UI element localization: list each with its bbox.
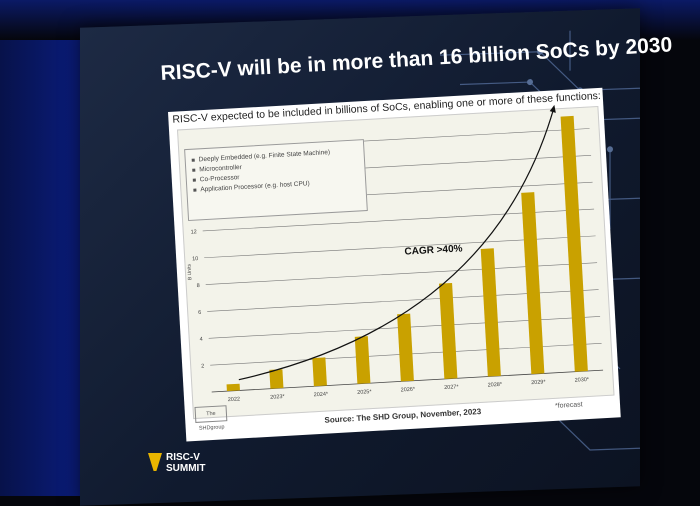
legend-item-label: Co-Processor [199, 174, 240, 184]
bar [354, 336, 371, 384]
bar-chart: 24681012141618B Units20222023*2024*2025*… [186, 104, 604, 403]
x-tick-label: 2030* [574, 377, 590, 384]
x-tick-label: 2024* [314, 391, 330, 398]
function-legend: Deeply Embedded (e.g. Finite State Machi… [184, 139, 368, 222]
bar [439, 282, 458, 379]
summit-logo-line1: RISC-V [166, 452, 200, 463]
bar [397, 313, 414, 382]
bar [312, 357, 327, 387]
y-tick-label: 4 [200, 337, 203, 343]
cagr-annotation: CAGR >40% [404, 243, 463, 257]
bar [269, 369, 284, 389]
summit-logo-line2: SUMMIT [166, 463, 206, 474]
x-tick-label: 2028* [488, 382, 504, 389]
shd-group-logo: The SHDgroup [194, 405, 228, 432]
summit-logo-text: RISC-V SUMMIT [166, 452, 205, 474]
x-tick-label: 2025* [357, 389, 373, 396]
bar [521, 192, 545, 375]
bar [560, 115, 588, 372]
y-tick-label: 2 [201, 363, 204, 369]
chart-panel: RISC-V expected to be included in billio… [168, 87, 621, 442]
x-tick-label: 2022 [228, 396, 241, 403]
growth-curve [238, 108, 555, 381]
y-tick-label: 8 [197, 283, 200, 289]
bar [226, 383, 240, 392]
y-tick-label: 12 [190, 229, 196, 235]
legend-item-label: Microcontroller [199, 163, 243, 174]
bar [480, 248, 501, 377]
y-tick-label: 6 [198, 310, 201, 316]
x-tick-label: 2027* [444, 384, 460, 391]
y-tick-label: 10 [192, 256, 198, 262]
y-axis-label: B Units [186, 263, 193, 280]
x-tick-label: 2029* [531, 379, 547, 386]
x-tick-label: 2023* [270, 394, 286, 401]
x-tick-label: 2026* [401, 387, 417, 394]
growth-curve-arrowhead-icon [549, 104, 556, 113]
